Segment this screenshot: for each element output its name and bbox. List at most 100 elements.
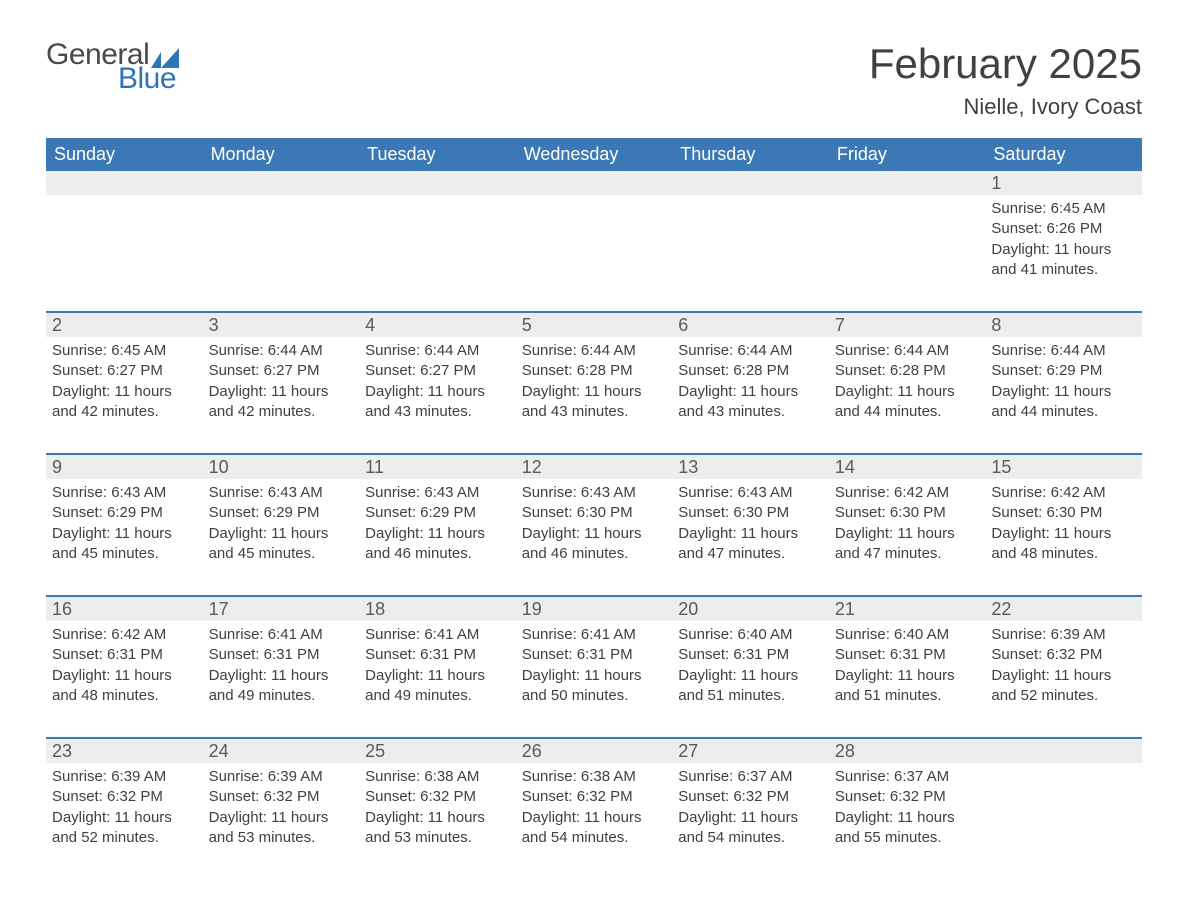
day-daylight2: and 54 minutes. xyxy=(678,828,823,848)
day-cell: 14Sunrise: 6:42 AMSunset: 6:30 PMDayligh… xyxy=(829,455,986,575)
day-daylight1: Daylight: 11 hours xyxy=(365,666,510,686)
day-cell-empty xyxy=(516,171,673,291)
day-cell: 5Sunrise: 6:44 AMSunset: 6:28 PMDaylight… xyxy=(516,313,673,433)
day-sunset: Sunset: 6:30 PM xyxy=(522,503,667,523)
day-sunrise: Sunrise: 6:42 AM xyxy=(835,483,980,503)
weekday-header-cell: Wednesday xyxy=(516,138,673,171)
day-cell: 9Sunrise: 6:43 AMSunset: 6:29 PMDaylight… xyxy=(46,455,203,575)
day-sunrise: Sunrise: 6:37 AM xyxy=(835,767,980,787)
day-daylight2: and 47 minutes. xyxy=(835,544,980,564)
day-daylight1: Daylight: 11 hours xyxy=(209,382,354,402)
location-subtitle: Nielle, Ivory Coast xyxy=(869,94,1142,120)
day-daylight2: and 47 minutes. xyxy=(678,544,823,564)
day-sunset: Sunset: 6:30 PM xyxy=(991,503,1136,523)
day-body: Sunrise: 6:43 AMSunset: 6:29 PMDaylight:… xyxy=(359,479,516,568)
day-number: 9 xyxy=(46,455,203,479)
day-sunset: Sunset: 6:32 PM xyxy=(52,787,197,807)
day-sunset: Sunset: 6:32 PM xyxy=(209,787,354,807)
day-daylight2: and 45 minutes. xyxy=(52,544,197,564)
logo-flag-icon xyxy=(151,48,179,68)
day-sunrise: Sunrise: 6:43 AM xyxy=(209,483,354,503)
day-sunrise: Sunrise: 6:44 AM xyxy=(835,341,980,361)
title-block: February 2025 Nielle, Ivory Coast xyxy=(869,40,1142,120)
day-sunset: Sunset: 6:27 PM xyxy=(209,361,354,381)
day-sunrise: Sunrise: 6:44 AM xyxy=(365,341,510,361)
weekday-header-cell: Thursday xyxy=(672,138,829,171)
day-cell-empty xyxy=(359,171,516,291)
day-number: 3 xyxy=(203,313,360,337)
day-daylight2: and 51 minutes. xyxy=(678,686,823,706)
day-sunrise: Sunrise: 6:44 AM xyxy=(209,341,354,361)
day-daylight2: and 43 minutes. xyxy=(522,402,667,422)
day-daylight2: and 49 minutes. xyxy=(365,686,510,706)
day-daylight1: Daylight: 11 hours xyxy=(835,382,980,402)
day-cell: 18Sunrise: 6:41 AMSunset: 6:31 PMDayligh… xyxy=(359,597,516,717)
day-daylight1: Daylight: 11 hours xyxy=(52,382,197,402)
day-daylight2: and 50 minutes. xyxy=(522,686,667,706)
day-sunrise: Sunrise: 6:41 AM xyxy=(365,625,510,645)
day-daylight1: Daylight: 11 hours xyxy=(991,382,1136,402)
day-sunset: Sunset: 6:31 PM xyxy=(678,645,823,665)
weeks-container: 1Sunrise: 6:45 AMSunset: 6:26 PMDaylight… xyxy=(46,171,1142,859)
day-daylight1: Daylight: 11 hours xyxy=(209,524,354,544)
day-sunrise: Sunrise: 6:43 AM xyxy=(522,483,667,503)
day-number xyxy=(359,171,516,195)
day-cell-empty xyxy=(829,171,986,291)
day-daylight1: Daylight: 11 hours xyxy=(52,666,197,686)
day-number: 27 xyxy=(672,739,829,763)
day-cell: 13Sunrise: 6:43 AMSunset: 6:30 PMDayligh… xyxy=(672,455,829,575)
day-daylight1: Daylight: 11 hours xyxy=(991,666,1136,686)
day-sunset: Sunset: 6:30 PM xyxy=(835,503,980,523)
month-title: February 2025 xyxy=(869,40,1142,88)
day-cell: 27Sunrise: 6:37 AMSunset: 6:32 PMDayligh… xyxy=(672,739,829,859)
weekday-header-cell: Monday xyxy=(203,138,360,171)
day-cell: 25Sunrise: 6:38 AMSunset: 6:32 PMDayligh… xyxy=(359,739,516,859)
day-body: Sunrise: 6:44 AMSunset: 6:27 PMDaylight:… xyxy=(359,337,516,426)
day-number: 1 xyxy=(985,171,1142,195)
day-sunrise: Sunrise: 6:43 AM xyxy=(52,483,197,503)
day-number: 26 xyxy=(516,739,673,763)
week-row: 16Sunrise: 6:42 AMSunset: 6:31 PMDayligh… xyxy=(46,595,1142,717)
day-number: 7 xyxy=(829,313,986,337)
day-daylight1: Daylight: 11 hours xyxy=(365,808,510,828)
day-sunset: Sunset: 6:27 PM xyxy=(52,361,197,381)
day-body: Sunrise: 6:41 AMSunset: 6:31 PMDaylight:… xyxy=(359,621,516,710)
day-sunset: Sunset: 6:29 PM xyxy=(52,503,197,523)
day-sunset: Sunset: 6:28 PM xyxy=(835,361,980,381)
logo: General Blue xyxy=(46,40,179,94)
day-sunrise: Sunrise: 6:37 AM xyxy=(678,767,823,787)
day-number xyxy=(985,739,1142,763)
day-body: Sunrise: 6:43 AMSunset: 6:30 PMDaylight:… xyxy=(672,479,829,568)
day-body: Sunrise: 6:40 AMSunset: 6:31 PMDaylight:… xyxy=(672,621,829,710)
day-number: 23 xyxy=(46,739,203,763)
day-daylight1: Daylight: 11 hours xyxy=(209,666,354,686)
day-sunset: Sunset: 6:29 PM xyxy=(991,361,1136,381)
day-body xyxy=(203,195,360,203)
day-number: 20 xyxy=(672,597,829,621)
day-number xyxy=(516,171,673,195)
day-number: 14 xyxy=(829,455,986,479)
day-sunset: Sunset: 6:31 PM xyxy=(209,645,354,665)
day-body: Sunrise: 6:40 AMSunset: 6:31 PMDaylight:… xyxy=(829,621,986,710)
day-body: Sunrise: 6:43 AMSunset: 6:30 PMDaylight:… xyxy=(516,479,673,568)
day-daylight2: and 46 minutes. xyxy=(522,544,667,564)
day-sunset: Sunset: 6:31 PM xyxy=(522,645,667,665)
day-cell: 1Sunrise: 6:45 AMSunset: 6:26 PMDaylight… xyxy=(985,171,1142,291)
day-number xyxy=(46,171,203,195)
day-body: Sunrise: 6:44 AMSunset: 6:29 PMDaylight:… xyxy=(985,337,1142,426)
day-cell-empty xyxy=(985,739,1142,859)
day-number: 16 xyxy=(46,597,203,621)
day-cell: 23Sunrise: 6:39 AMSunset: 6:32 PMDayligh… xyxy=(46,739,203,859)
day-sunset: Sunset: 6:32 PM xyxy=(991,645,1136,665)
day-cell: 4Sunrise: 6:44 AMSunset: 6:27 PMDaylight… xyxy=(359,313,516,433)
calendar: SundayMondayTuesdayWednesdayThursdayFrid… xyxy=(46,138,1142,859)
day-sunrise: Sunrise: 6:42 AM xyxy=(52,625,197,645)
day-number: 28 xyxy=(829,739,986,763)
day-cell: 16Sunrise: 6:42 AMSunset: 6:31 PMDayligh… xyxy=(46,597,203,717)
day-sunset: Sunset: 6:28 PM xyxy=(678,361,823,381)
day-cell: 7 Sunrise: 6:44 AMSunset: 6:28 PMDaylight… xyxy=(829,313,986,433)
day-number: 25 xyxy=(359,739,516,763)
day-daylight1: Daylight: 11 hours xyxy=(991,524,1136,544)
day-sunset: Sunset: 6:29 PM xyxy=(209,503,354,523)
day-sunset: Sunset: 6:32 PM xyxy=(365,787,510,807)
